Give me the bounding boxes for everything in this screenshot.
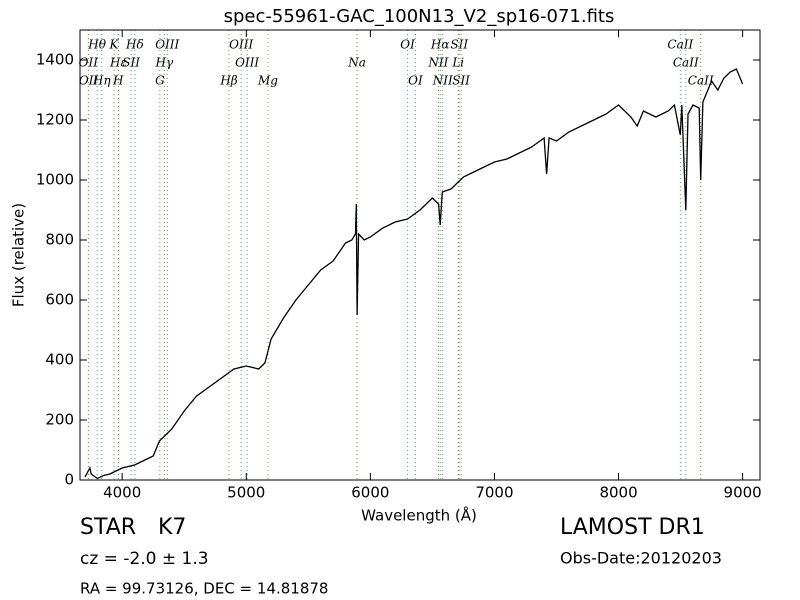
y-tick-label: 1000 <box>36 171 74 189</box>
spectral-line-label: OI <box>400 38 415 52</box>
spectral-line-label: Na <box>347 56 366 70</box>
y-tick-label: 1400 <box>36 51 74 69</box>
x-tick-label: 7000 <box>475 484 513 502</box>
spectral-line-label: Li <box>451 56 464 70</box>
spectral-line-label: Hθ <box>87 38 106 52</box>
spectral-line-label: SII <box>452 74 470 88</box>
spectral-line-label: CaII <box>667 38 693 52</box>
x-tick-label: 4000 <box>103 484 141 502</box>
object-class: STAR <box>80 515 136 540</box>
spectrum-line <box>84 68 744 480</box>
spectral-line-label: Hγ <box>155 56 174 70</box>
x-tick-label: 6000 <box>351 484 389 502</box>
plot-frame <box>79 29 761 481</box>
spectral-line-label: Hδ <box>125 38 144 52</box>
y-tick-label: 800 <box>45 231 74 249</box>
spectral-line-label: G <box>155 74 165 88</box>
spectral-line-label: CaII <box>688 74 714 88</box>
coordinates: RA = 99.73126, DEC = 14.81878 <box>80 580 328 598</box>
spectral-line-label: NII <box>432 74 453 88</box>
spectral-line-label: SII <box>450 38 468 52</box>
y-tick-label: 600 <box>45 291 74 309</box>
x-tick-label: 5000 <box>227 484 265 502</box>
y-tick-label: 1200 <box>36 111 74 129</box>
spectral-line-label: CaII <box>673 56 699 70</box>
spectral-line-label: OIII <box>235 56 259 70</box>
spectral-line-label: OI <box>408 74 423 88</box>
spectral-line-label: K <box>109 38 120 52</box>
x-tick-label: 8000 <box>599 484 637 502</box>
obs-date: Obs-Date:20120203 <box>560 549 722 568</box>
y-axis-label: Flux (relative) <box>10 203 28 307</box>
x-tick-label: 9000 <box>724 484 762 502</box>
spectral-line-label: Hη <box>92 74 111 88</box>
spectral-line-label: OIII <box>229 38 253 52</box>
spectral-line-label: Hα <box>430 38 450 52</box>
spectral-line-label: SII <box>122 56 140 70</box>
x-axis-label: Wavelength (Å) <box>361 506 477 525</box>
object-subclass: K7 <box>158 515 186 540</box>
y-tick-label: 400 <box>45 351 74 369</box>
spectral-line-label: Hβ <box>219 74 237 88</box>
spectral-line-label: OII <box>79 74 99 88</box>
y-tick-label: 200 <box>45 411 74 429</box>
chart-title: spec-55961-GAC_100N13_V2_sp16-071.fits <box>224 6 615 27</box>
spectral-line-label: OIII <box>155 38 179 52</box>
spectral-line-label: Mg <box>257 74 278 88</box>
spectral-line-label: NII <box>427 56 448 70</box>
spectral-line-label: H <box>112 74 124 88</box>
redshift: cz = -2.0 ± 1.3 <box>80 549 209 569</box>
survey: LAMOST DR1 <box>560 515 705 540</box>
y-tick-label: 0 <box>64 471 74 489</box>
